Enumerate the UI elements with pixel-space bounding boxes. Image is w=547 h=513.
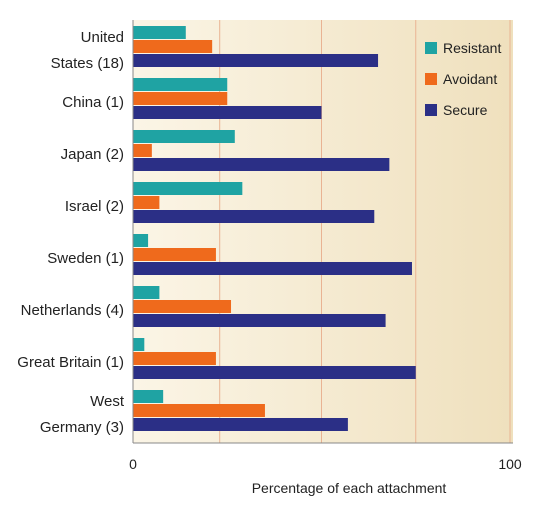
bars (133, 26, 416, 431)
category-label-line: United (81, 29, 124, 46)
bar-resistant-1 (133, 78, 228, 91)
bar-secure-0 (133, 54, 379, 67)
bar-secure-2 (133, 158, 390, 171)
category-label-line: Germany (3) (40, 419, 124, 436)
category-label-5: Netherlands (4) (21, 302, 124, 319)
bar-avoidant-2 (133, 144, 152, 157)
bar-avoidant-3 (133, 196, 160, 209)
x-axis-title: Percentage of each attachment (252, 480, 447, 496)
category-label-2: Japan (2) (61, 146, 124, 163)
legend-label-avoidant: Avoidant (443, 71, 497, 87)
bar-resistant-5 (133, 286, 160, 299)
legend-label-secure: Secure (443, 102, 488, 118)
bar-secure-7 (133, 418, 348, 431)
bar-secure-5 (133, 314, 386, 327)
category-label-7: West Germany (3) (40, 393, 125, 436)
category-label-0: United States (18) (51, 29, 124, 72)
category-label-1: China (1) (62, 94, 124, 111)
bar-secure-1 (133, 106, 322, 119)
bar-resistant-4 (133, 234, 149, 247)
bar-avoidant-4 (133, 248, 216, 261)
bar-avoidant-6 (133, 352, 216, 365)
x-tick-labels: 0 100 (129, 456, 522, 472)
bar-secure-3 (133, 210, 375, 223)
legend-swatch-resistant (425, 42, 437, 54)
bar-resistant-3 (133, 182, 243, 195)
x-tick-label-1: 100 (498, 456, 522, 472)
category-label-line: States (18) (51, 55, 124, 72)
bar-avoidant-0 (133, 40, 213, 53)
legend-swatch-secure (425, 104, 437, 116)
legend-label-resistant: Resistant (443, 40, 501, 56)
category-label-3: Israel (2) (65, 198, 124, 215)
bar-secure-4 (133, 262, 412, 275)
category-labels: United States (18) China (1) Japan (2) Israe… (17, 29, 125, 436)
bar-avoidant-7 (133, 404, 265, 417)
bar-secure-6 (133, 366, 416, 379)
category-label-line: West (90, 393, 125, 410)
bar-avoidant-1 (133, 92, 228, 105)
category-label-6: Great Britain (1) (17, 354, 124, 371)
bar-resistant-6 (133, 338, 145, 351)
bar-resistant-2 (133, 130, 235, 143)
bar-resistant-0 (133, 26, 186, 39)
legend-swatch-avoidant (425, 73, 437, 85)
bar-resistant-7 (133, 390, 164, 403)
bar-avoidant-5 (133, 300, 232, 313)
category-label-4: Sweden (1) (47, 250, 124, 267)
x-tick-label-0: 0 (129, 456, 137, 472)
legend: Resistant Avoidant Secure (425, 40, 501, 118)
